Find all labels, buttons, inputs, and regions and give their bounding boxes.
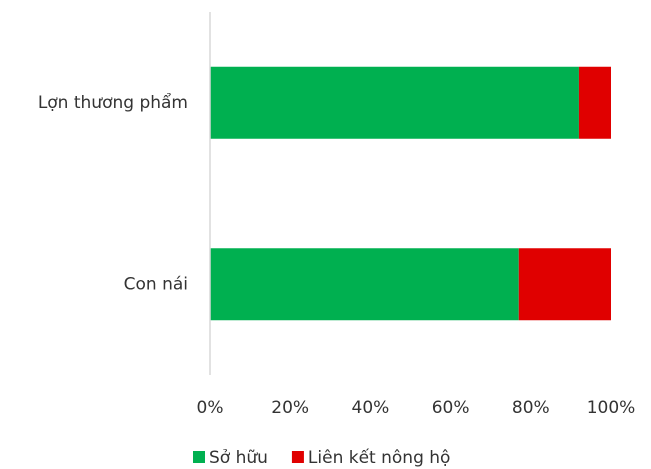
x-tick-label: 80% (512, 398, 550, 418)
x-tick-label: 60% (432, 398, 470, 418)
legend-label: Liên kết nông hộ (308, 447, 451, 468)
legend-label: Sở hữu (209, 448, 268, 468)
x-tick-label: 0% (197, 398, 224, 418)
legend-swatch (193, 451, 205, 463)
x-tick-label: 20% (271, 398, 309, 418)
bar-segment (578, 66, 611, 139)
x-tick-label: 40% (352, 398, 390, 418)
x-tick-label: 100% (587, 398, 636, 418)
bar-segment (518, 248, 611, 321)
y-tick-label: Con nái (124, 274, 188, 294)
legend-swatch (291, 451, 304, 463)
bar-segment (210, 248, 519, 321)
bar-segment (210, 66, 579, 139)
y-tick-label: Lợn thương phẩm (38, 92, 188, 113)
